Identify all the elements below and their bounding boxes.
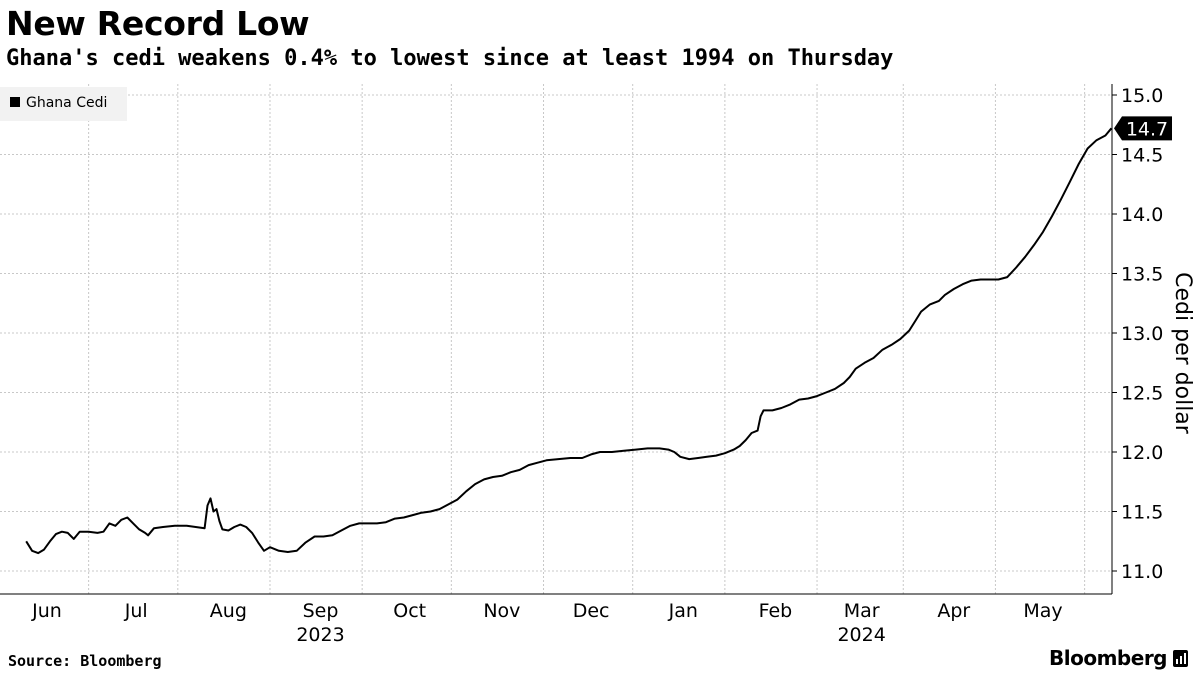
x-tick-label: Apr <box>937 600 970 622</box>
axes: 11.0 11.5 12.0 12.5 13.0 13.5 14.0 14.5 15.0 Jun J… <box>0 84 1195 646</box>
y-axis-title: Cedi per dollar <box>1170 272 1195 435</box>
x-tick-label: May <box>1023 600 1062 622</box>
last-value-badge: 14.7 <box>1114 116 1172 141</box>
x-tick-label: Jul <box>124 600 148 622</box>
y-tick-label: 12.0 <box>1121 442 1163 464</box>
x-tick-label: Nov <box>483 600 520 622</box>
x-tick-label: Oct <box>393 600 426 622</box>
x-tick-label: Feb <box>759 600 793 622</box>
last-value-label: 14.7 <box>1126 118 1168 140</box>
x-tick-label: Mar <box>844 600 880 622</box>
x-tick-label: Aug <box>210 600 247 622</box>
series <box>25 127 1113 555</box>
chart-subtitle: Ghana's cedi weakens 0.4% to lowest sinc… <box>6 46 894 71</box>
x-tick-label: Jan <box>668 600 698 622</box>
brand-logo: Bloomberg <box>1049 646 1188 670</box>
y-tick-label: 12.5 <box>1121 383 1163 405</box>
y-tick-label: 14.5 <box>1121 145 1163 167</box>
y-tick-label: 11.5 <box>1121 502 1163 524</box>
bloomberg-terminal-icon <box>1173 649 1188 667</box>
legend-background <box>0 87 127 121</box>
gridlines <box>0 84 1112 594</box>
y-tick-label: 14.0 <box>1121 204 1163 226</box>
legend: Ghana Cedi <box>0 87 127 121</box>
source-note: Source: Bloomberg <box>8 652 162 670</box>
legend-swatch <box>10 97 20 107</box>
x-tick-label: Dec <box>573 600 610 622</box>
x-tick-label: Jun <box>31 600 62 622</box>
y-tick-label: 11.0 <box>1121 561 1163 583</box>
year-label: 2024 <box>837 624 885 646</box>
series-line-ghana-cedi <box>25 127 1113 555</box>
year-label: 2023 <box>296 624 344 646</box>
chart-title: New Record Low <box>6 4 310 43</box>
y-tick-label: 13.5 <box>1121 264 1163 286</box>
brand-name: Bloomberg <box>1049 646 1167 670</box>
y-tick-label: 13.0 <box>1121 323 1163 345</box>
y-tick-label: 15.0 <box>1121 85 1163 107</box>
legend-label: Ghana Cedi <box>26 95 107 111</box>
last-value-badge-shape <box>1114 116 1172 141</box>
x-tick-label: Sep <box>303 600 339 622</box>
